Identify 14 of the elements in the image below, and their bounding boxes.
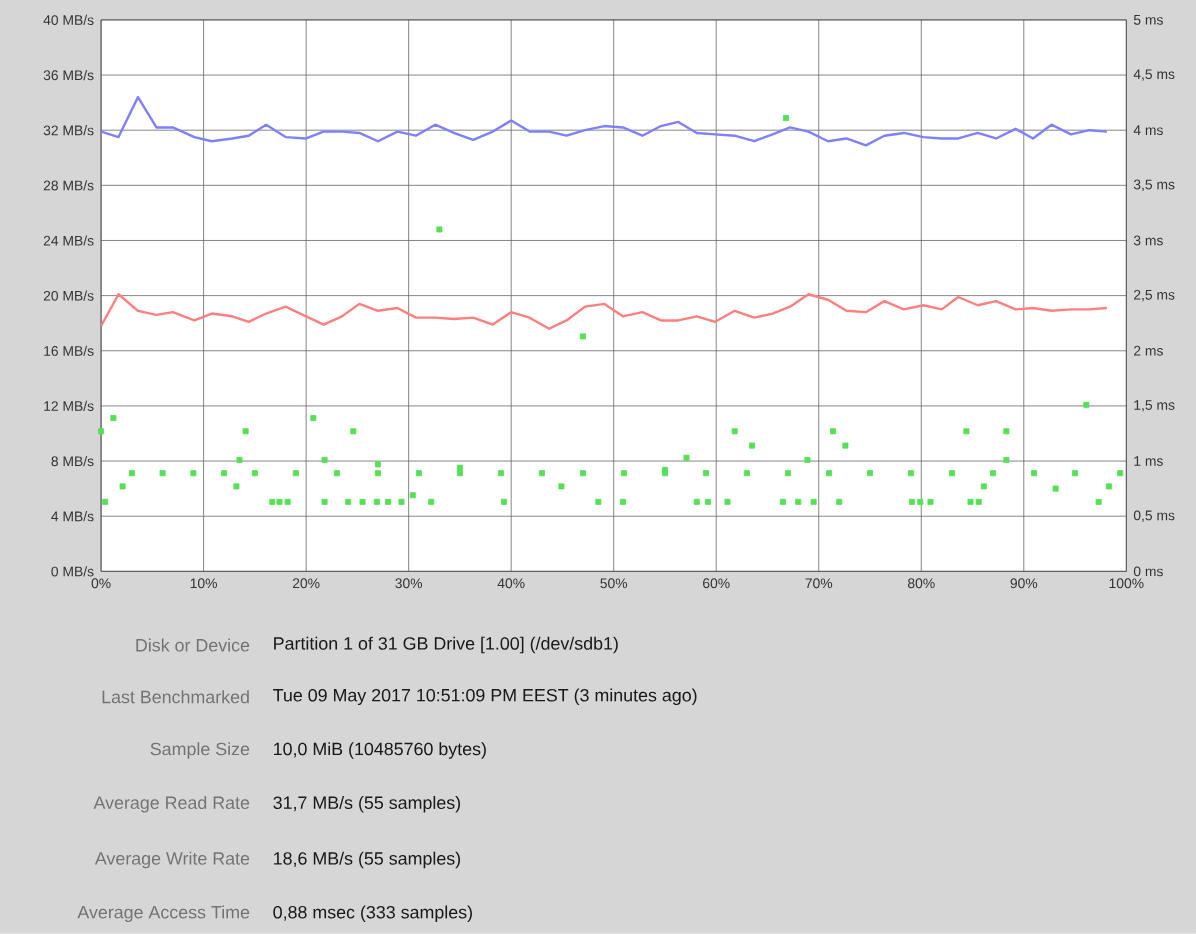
text: Average Access Time <box>77 905 250 923</box>
text: Sample Size <box>150 742 250 759</box>
text: Average Read Rate <box>93 796 250 813</box>
text: 10,0 MiB (10485760 bytes) <box>274 742 486 759</box>
text: Average Write Rate <box>94 851 250 869</box>
text: 0,88 msec (333 samples) <box>273 905 472 923</box>
line-series <box>101 96 1109 147</box>
line-series <box>101 293 1109 331</box>
text: Disk or Device <box>136 638 250 652</box>
text: 18,6 MB/s (55 samples) <box>274 851 461 869</box>
text: Partition 1 of 31 GB Drive [1.00] (/dev/sdb1) <box>274 636 618 654</box>
text: Tue 09 May 2017 10:51:09 PM EEST (3 minutes ago) <box>273 688 697 706</box>
text: Last Benchmarked <box>102 690 249 704</box>
text: 31,7 MB/s (55 samples) <box>273 796 461 813</box>
